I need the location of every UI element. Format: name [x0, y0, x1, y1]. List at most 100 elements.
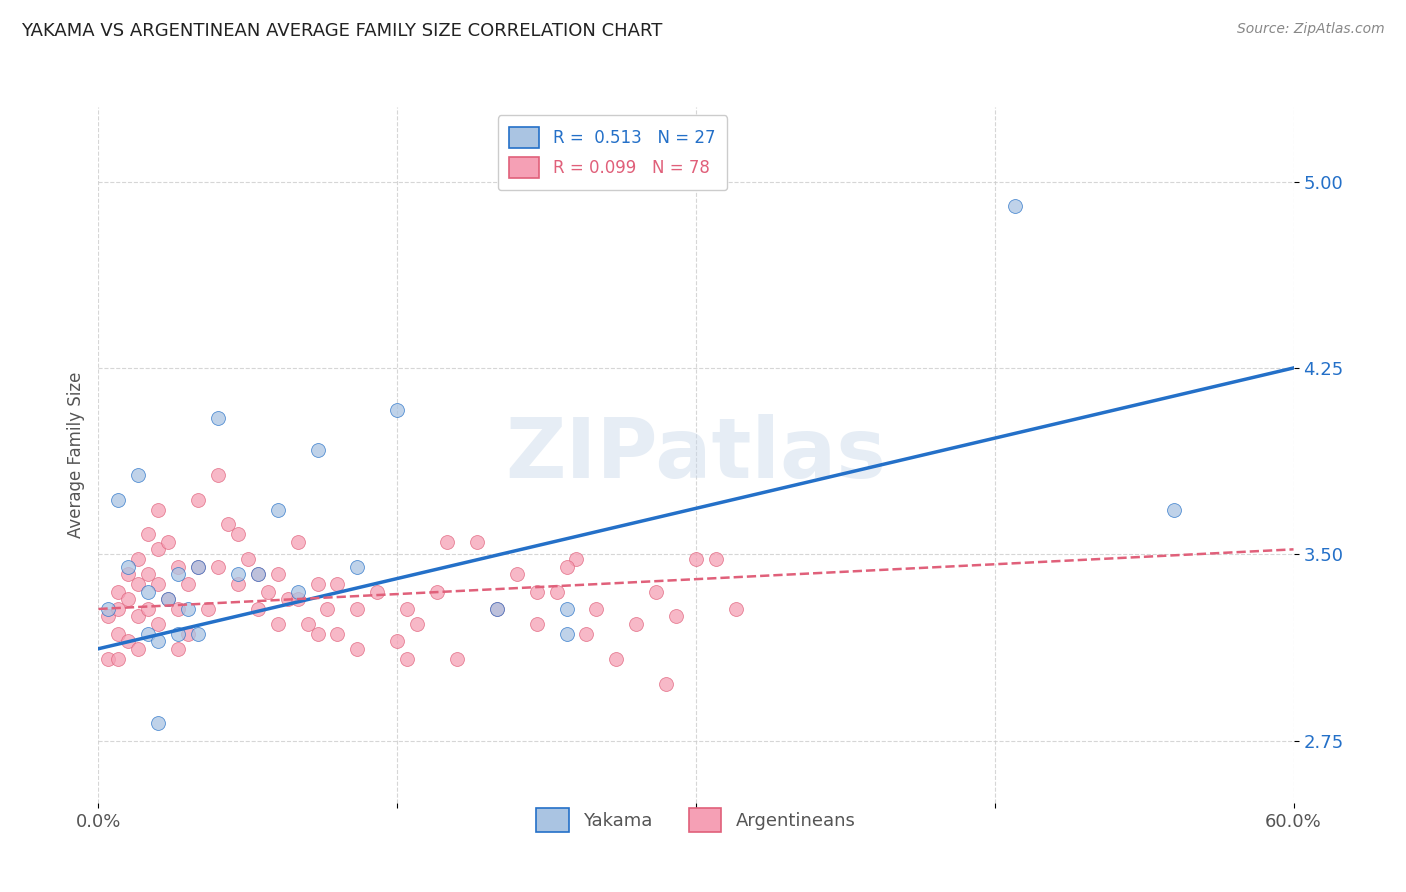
Point — [1163, 502, 1185, 516]
Point — [136, 527, 159, 541]
Point — [246, 567, 269, 582]
Point — [167, 567, 190, 582]
Point — [575, 627, 598, 641]
Point — [267, 616, 290, 631]
Point — [436, 535, 458, 549]
Point — [724, 602, 747, 616]
Point — [426, 584, 449, 599]
Point — [148, 542, 170, 557]
Point — [277, 592, 299, 607]
Point — [187, 559, 209, 574]
Point — [177, 577, 200, 591]
Point — [167, 559, 190, 574]
Point — [645, 584, 668, 599]
Point — [117, 559, 139, 574]
Point — [226, 527, 249, 541]
Point — [107, 602, 129, 616]
Point — [1004, 199, 1026, 213]
Point — [246, 602, 269, 616]
Point — [148, 616, 170, 631]
Point — [287, 535, 309, 549]
Point — [446, 651, 468, 665]
Point — [157, 592, 180, 607]
Point — [396, 651, 419, 665]
Text: ZIPatlas: ZIPatlas — [506, 415, 886, 495]
Point — [287, 584, 309, 599]
Point — [177, 602, 200, 616]
Point — [97, 609, 120, 624]
Y-axis label: Average Family Size: Average Family Size — [66, 372, 84, 538]
Point — [97, 651, 120, 665]
Point — [148, 502, 170, 516]
Point — [366, 584, 388, 599]
Point — [127, 577, 149, 591]
Text: YAKAMA VS ARGENTINEAN AVERAGE FAMILY SIZE CORRELATION CHART: YAKAMA VS ARGENTINEAN AVERAGE FAMILY SIZ… — [21, 22, 662, 40]
Point — [107, 651, 129, 665]
Point — [665, 609, 688, 624]
Point — [136, 602, 159, 616]
Point — [127, 552, 149, 566]
Text: Source: ZipAtlas.com: Source: ZipAtlas.com — [1237, 22, 1385, 37]
Point — [226, 567, 249, 582]
Point — [187, 492, 209, 507]
Point — [396, 602, 419, 616]
Point — [117, 592, 139, 607]
Point — [605, 651, 627, 665]
Point — [485, 602, 508, 616]
Point — [167, 602, 190, 616]
Point — [326, 627, 349, 641]
Point — [307, 627, 329, 641]
Point — [307, 577, 329, 591]
Point — [526, 584, 548, 599]
Legend: Yakama, Argentineans: Yakama, Argentineans — [526, 797, 866, 842]
Point — [136, 567, 159, 582]
Point — [167, 641, 190, 656]
Point — [167, 627, 190, 641]
Point — [346, 559, 368, 574]
Point — [136, 627, 159, 641]
Point — [555, 602, 578, 616]
Point — [207, 559, 229, 574]
Point — [157, 592, 180, 607]
Point — [626, 616, 648, 631]
Point — [267, 502, 290, 516]
Point — [655, 676, 678, 690]
Point — [117, 567, 139, 582]
Point — [704, 552, 727, 566]
Point — [187, 627, 209, 641]
Point — [385, 634, 409, 648]
Point — [546, 584, 568, 599]
Point — [385, 403, 409, 417]
Point — [236, 552, 259, 566]
Point — [127, 609, 149, 624]
Point — [157, 535, 180, 549]
Point — [136, 584, 159, 599]
Point — [107, 584, 129, 599]
Point — [555, 627, 578, 641]
Point — [585, 602, 607, 616]
Point — [406, 616, 429, 631]
Point — [148, 577, 170, 591]
Point — [555, 559, 578, 574]
Point — [107, 627, 129, 641]
Point — [685, 552, 707, 566]
Point — [506, 567, 529, 582]
Point — [207, 467, 229, 482]
Point — [565, 552, 588, 566]
Point — [127, 641, 149, 656]
Point — [316, 602, 339, 616]
Point — [97, 602, 120, 616]
Point — [307, 442, 329, 457]
Point — [177, 627, 200, 641]
Point — [207, 410, 229, 425]
Point — [267, 567, 290, 582]
Point — [187, 559, 209, 574]
Point — [465, 535, 488, 549]
Point — [117, 634, 139, 648]
Point — [526, 616, 548, 631]
Point — [287, 592, 309, 607]
Point — [127, 467, 149, 482]
Point — [148, 716, 170, 731]
Point — [197, 602, 219, 616]
Point — [246, 567, 269, 582]
